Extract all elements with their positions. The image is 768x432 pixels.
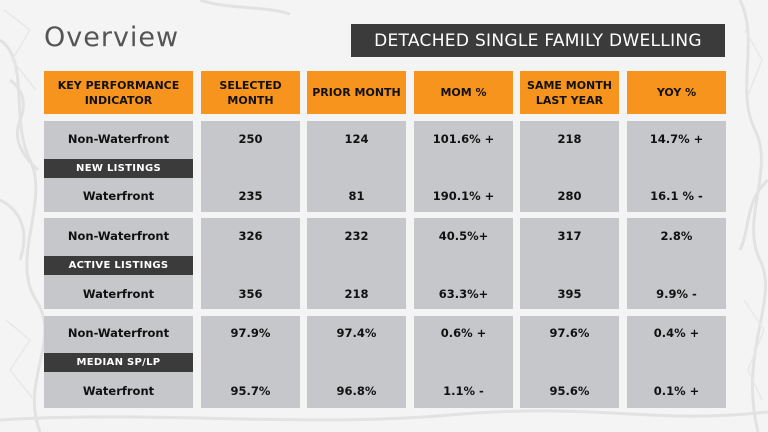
yoy-value: 2.8% [660, 229, 693, 243]
group-label: ACTIVE LISTINGS [44, 256, 193, 275]
block-selected [201, 316, 300, 408]
block-yoy [627, 218, 726, 309]
header-kpi: KEY PERFORMANCE INDICATOR [44, 71, 193, 114]
block-last-year [520, 316, 619, 408]
prior-month-value: 96.8% [336, 384, 377, 398]
yoy-value: 0.4% + [653, 326, 700, 340]
block-yoy [627, 316, 726, 408]
row-name: Non-Waterfront [67, 229, 170, 243]
block-mom [414, 121, 513, 212]
last-year-value: 280 [557, 189, 582, 203]
block-last-year [520, 218, 619, 309]
last-year-value: 218 [557, 132, 582, 146]
last-year-value: 95.6% [549, 384, 590, 398]
row-name: Non-Waterfront [67, 132, 170, 146]
yoy-value: 16.1 % - [650, 189, 703, 203]
header-same-month-last-year: SAME MONTH LAST YEAR [520, 71, 619, 114]
selected-month-value: 97.9% [230, 326, 271, 340]
block-prior [307, 316, 406, 408]
mom-value: 0.6% + [440, 326, 487, 340]
selected-month-value: 235 [238, 189, 263, 203]
last-year-value: 97.6% [549, 326, 590, 340]
yoy-value: 9.9% - [656, 287, 697, 301]
block-yoy [627, 121, 726, 212]
mom-value: 101.6% + [432, 132, 495, 146]
page-title: Overview [44, 22, 180, 53]
block-mom [414, 218, 513, 309]
header-yoy: YOY % [627, 71, 726, 114]
row-name: Non-Waterfront [67, 326, 170, 340]
group-label: NEW LISTINGS [44, 159, 193, 178]
group-label: MEDIAN SP/LP [44, 353, 193, 372]
mom-value: 1.1% - [443, 384, 484, 398]
mom-value: 40.5%+ [438, 229, 489, 243]
block-last-year [520, 121, 619, 212]
prior-month-value: 218 [344, 287, 369, 301]
header-selected-month: SELECTED MONTH [201, 71, 300, 114]
row-name: Waterfront [82, 189, 155, 203]
header-mom: MOM % [414, 71, 513, 114]
block-prior [307, 121, 406, 212]
selected-month-value: 95.7% [230, 384, 271, 398]
prior-month-value: 124 [344, 132, 369, 146]
last-year-value: 395 [557, 287, 582, 301]
prior-month-value: 97.4% [336, 326, 377, 340]
row-name: Waterfront [82, 384, 155, 398]
prior-month-value: 232 [344, 229, 369, 243]
block-prior [307, 218, 406, 309]
header-prior-month: PRIOR MONTH [307, 71, 406, 114]
last-year-value: 317 [557, 229, 582, 243]
selected-month-value: 326 [238, 229, 263, 243]
row-name: Waterfront [82, 287, 155, 301]
yoy-value: 14.7% + [649, 132, 704, 146]
selected-month-value: 356 [238, 287, 263, 301]
block-mom [414, 316, 513, 408]
mom-value: 190.1% + [432, 189, 495, 203]
yoy-value: 0.1% + [653, 384, 700, 398]
selected-month-value: 250 [238, 132, 263, 146]
mom-value: 63.3%+ [438, 287, 489, 301]
category-banner: DETACHED SINGLE FAMILY DWELLING [351, 24, 725, 57]
block-selected [201, 218, 300, 309]
block-selected [201, 121, 300, 212]
prior-month-value: 81 [348, 189, 365, 203]
